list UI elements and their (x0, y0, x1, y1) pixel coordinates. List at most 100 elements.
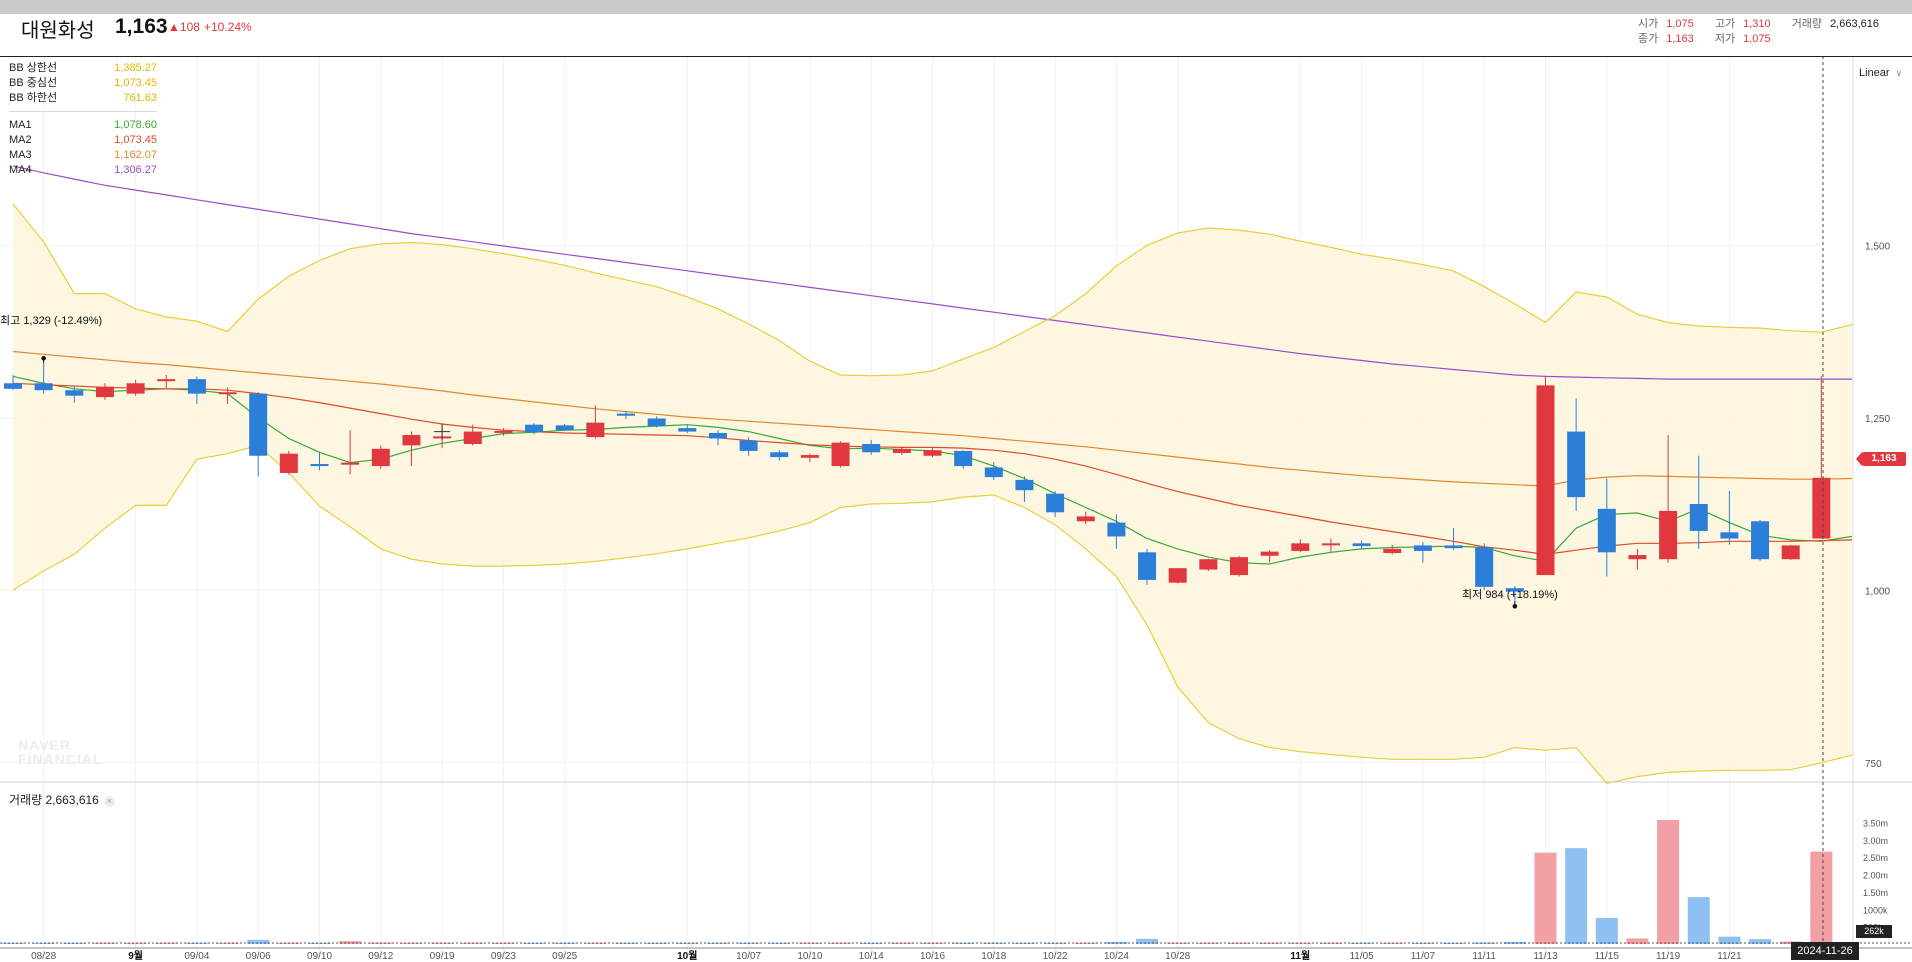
candle-body (1015, 479, 1034, 491)
chevron-down-icon: ∨ (1895, 68, 1903, 78)
volume-bar (247, 939, 270, 944)
candle-body (647, 418, 666, 427)
volume-tick-label: 3.00m (1863, 836, 1888, 846)
legend-value: 1,078.60 (114, 119, 157, 131)
date-tick-label: 9월 (128, 950, 143, 962)
price-change: ▲108 (168, 20, 200, 34)
legend-label: MA4 (9, 164, 32, 176)
low-value: 1,075 (1743, 33, 1771, 45)
date-tick-label: 10/16 (920, 951, 945, 962)
candle-body (1046, 493, 1065, 513)
price-change-rate: +10.24% (204, 20, 252, 34)
candle-body (1076, 516, 1095, 522)
volume-tick-label: 2.50m (1863, 853, 1888, 863)
date-tick-label: 10/24 (1104, 951, 1129, 962)
volume-bar (768, 943, 791, 944)
candle-body (95, 386, 114, 398)
date-tick-label: 11/19 (1656, 951, 1681, 962)
volume-bar (1595, 917, 1618, 944)
candle-body (279, 453, 298, 473)
candle-body (831, 442, 850, 467)
candle-body (1659, 510, 1678, 560)
candle-body (463, 431, 482, 444)
volume-panel-text: 거래량 2,663,616 (9, 793, 99, 807)
high-annotation-text: 1,329 (-12.49%) (23, 315, 103, 327)
volume-bar (32, 943, 55, 944)
current-price: 1,163 (115, 15, 168, 38)
volume-tick-label: 1000k (1863, 905, 1888, 915)
candle-body (525, 424, 544, 433)
candle-body (494, 430, 513, 433)
candle-body (1475, 547, 1494, 587)
volume-bar (584, 943, 607, 944)
indicator-legend: BB 상한선 1,385.27 BB 중심선 1,073.45 BB 하한선 761.… (9, 61, 157, 178)
volume-bar (124, 943, 147, 944)
candle-body (65, 390, 84, 396)
date-tick-label: 10/22 (1043, 951, 1068, 962)
volume-bar (1779, 941, 1802, 944)
current-price-badge: 1,163 (1856, 452, 1906, 466)
date-tick-label: 09/19 (430, 951, 455, 962)
ohlc-row-1: 시가 1,075 고가 1,310 거래량 2,663,616 (1638, 15, 1879, 31)
volume-bar (1749, 939, 1772, 944)
volume-bar (952, 943, 975, 944)
legend-value: 1,073.45 (114, 134, 157, 146)
series-line-BB-상한선 (12, 203, 1853, 377)
date-tick-label: 09/10 (307, 951, 332, 962)
volume-bar (400, 943, 423, 944)
candle-body (800, 455, 819, 458)
high-marker-dot (41, 355, 46, 361)
date-tick-label: 10/28 (1165, 951, 1190, 962)
date-tick-label: 09/23 (491, 951, 516, 962)
date-tick-label: 09/06 (246, 951, 271, 962)
candle-body (678, 428, 697, 432)
series-line-BB-하한선 (12, 444, 1853, 785)
stock-header: 대원화성 1,163 ▲108 +10.24% 시가 1,075 고가 1,310 … (0, 14, 1912, 57)
date-tick-label: 10/07 (736, 951, 761, 962)
candle-body (126, 383, 145, 394)
candle-body (402, 435, 421, 446)
price-chart[interactable]: 1,500 1,250 1,000 750 3.50m 3.00m 2.50m 2.00m 1.… (0, 14, 1912, 962)
volume-bar (1503, 941, 1526, 944)
low-annotation-prefix: 최저 (1462, 589, 1483, 601)
low-annotation: 최저 984 (+18.19%) (1462, 586, 1558, 602)
close-icon[interactable]: × (103, 796, 115, 807)
date-tick-label: 10/10 (797, 951, 822, 962)
volume-bar (1565, 848, 1588, 944)
candle-body (218, 392, 237, 395)
candle-body (157, 379, 176, 382)
candle-body (1260, 551, 1279, 556)
low-marker-dot (1512, 604, 1518, 609)
open-value: 1,075 (1666, 18, 1694, 30)
scale-mode-dropdown[interactable]: Linear ∨ (1859, 67, 1902, 79)
volume-bar (1228, 943, 1250, 944)
volume-bar (308, 943, 331, 944)
volume-bar (339, 941, 362, 944)
candle-body (1291, 543, 1310, 551)
legend-bb-upper: BB 상한선 1,385.27 (9, 61, 157, 76)
legend-ma3: MA3 1,162.07 (9, 148, 157, 163)
high-annotation-prefix: 최고 (0, 315, 21, 327)
volume-bar (1136, 938, 1159, 944)
candle-body (1505, 588, 1524, 592)
volume-bar (1044, 943, 1067, 944)
legend-ma2: MA2 1,073.45 (9, 133, 157, 148)
legend-label: MA3 (9, 149, 32, 161)
volume-bar (676, 943, 699, 944)
candle-body (1536, 385, 1555, 576)
date-tick-label: 10월 (677, 950, 697, 962)
volume-bar (431, 943, 454, 944)
bollinger-band-fill (13, 203, 1852, 784)
date-tick-label: 11/13 (1533, 951, 1558, 962)
volume-bar (492, 943, 515, 944)
low-label: 저가 (1714, 33, 1736, 45)
legend-ma4: MA4 1,306.27 (9, 163, 157, 178)
candle-body (1230, 557, 1248, 576)
price-tick-label: 1,250 (1865, 414, 1890, 425)
volume-bar (860, 943, 883, 944)
date-tick-label: 08/28 (31, 951, 56, 962)
candle-body (1751, 521, 1770, 560)
date-tick-label: 11/15 (1595, 951, 1620, 962)
candle-body (892, 448, 911, 453)
high-value: 1,310 (1743, 18, 1771, 30)
